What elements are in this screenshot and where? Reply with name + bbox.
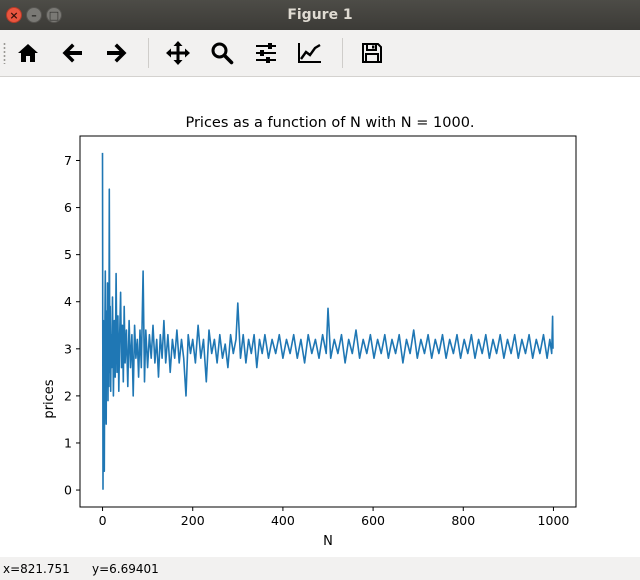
toolbar-separator [148,38,149,68]
y-tick-label: 6 [64,200,72,215]
status-bar: x=821.751 y=6.69401 [0,557,640,580]
series-line-1 [101,152,554,490]
home-icon [18,44,38,62]
y-tick-label: 1 [64,435,72,450]
save-button[interactable] [357,38,387,68]
arrow-right-icon [107,43,127,63]
x-tick-label: 200 [181,513,205,528]
window-minimize-button[interactable]: – [26,7,42,23]
home-button[interactable] [13,38,43,68]
back-button[interactable] [58,38,88,68]
move-icon [166,41,190,65]
cursor-x-readout: x=821.751 [3,562,70,576]
pan-button[interactable] [163,38,193,68]
y-tick-label: 3 [64,341,72,356]
line-chart-icon [298,43,321,63]
y-tick-label: 5 [64,247,72,262]
arrow-left-icon [62,43,82,63]
y-tick-label: 0 [64,483,72,498]
y-tick-label: 2 [64,388,72,403]
y-tick-label: 4 [64,294,72,309]
window-maximize-button[interactable]: □ [46,7,62,23]
edit-axis-button[interactable] [295,38,325,68]
navigation-toolbar [0,30,640,77]
y-axis-label: prices [42,379,57,418]
save-icon [362,43,382,63]
x-tick-label: 600 [361,513,385,528]
zoom-button[interactable] [207,38,237,68]
zoom-icon [211,42,234,65]
toolbar-separator [342,38,343,68]
x-tick-label: 400 [271,513,295,528]
toolbar-grip [3,42,6,64]
chart-title: Prices as a function of N with N = 1000. [185,115,474,131]
line-chart[interactable]: Prices as a function of N with N = 1000.… [0,77,640,557]
y-tick-label: 7 [64,153,72,168]
x-tick-label: 800 [451,513,475,528]
sliders-icon [256,43,276,63]
window-titlebar: × – □ Figure 1 [0,0,640,31]
x-axis-label: N [323,534,333,549]
cursor-y-readout: y=6.69401 [92,562,159,576]
window-title: Figure 1 [287,7,353,23]
x-tick-label: 0 [99,513,107,528]
figure-canvas[interactable]: Prices as a function of N with N = 1000.… [0,77,640,557]
x-tick-label: 1000 [538,513,570,528]
axes-frame [79,135,577,508]
window-close-button[interactable]: × [6,7,22,23]
forward-button[interactable] [101,38,131,68]
configure-subplots-button[interactable] [251,38,281,68]
